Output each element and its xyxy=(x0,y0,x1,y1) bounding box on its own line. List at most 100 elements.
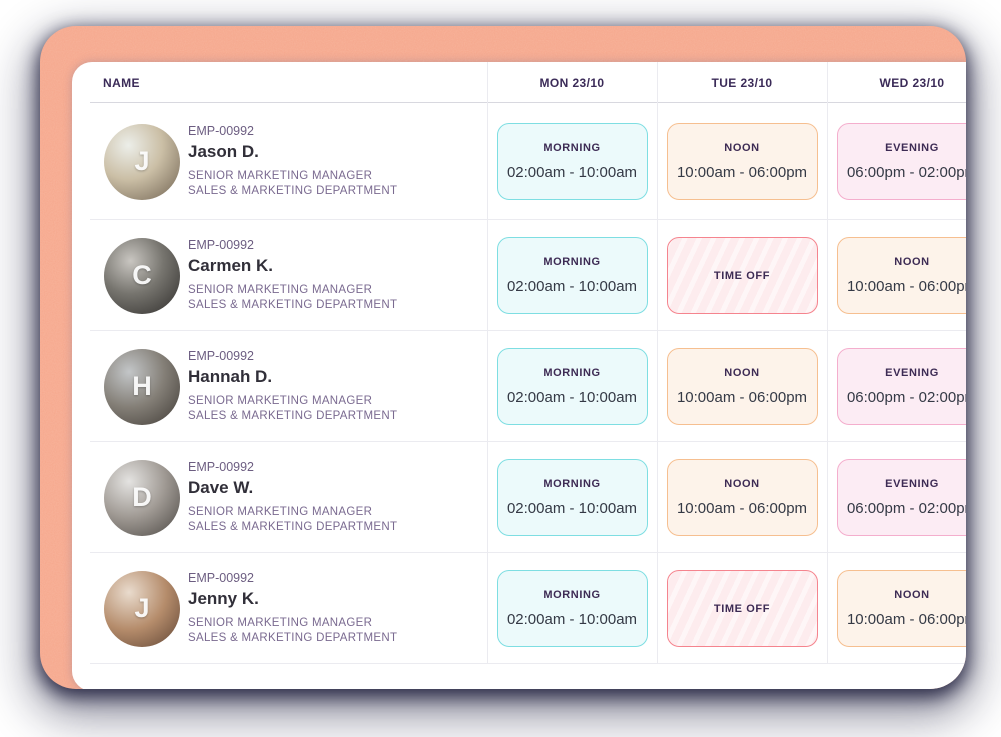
employee-name: Carmen K. xyxy=(188,255,274,275)
shift-time: 06:00pm - 02:00pm xyxy=(846,389,966,406)
employee-role: SENIOR MARKETING MANAGER xyxy=(188,505,373,518)
shift-card-noon[interactable]: NOON 10:00am - 06:00pm xyxy=(836,570,966,647)
shift-card-noon[interactable]: NOON 10:00am - 06:00pm xyxy=(666,459,818,536)
shift-label: NOON xyxy=(894,589,930,601)
shift-card-evening[interactable]: EVENING 06:00pm - 02:00pm xyxy=(836,348,966,425)
table-row: J EMP-00992 Jason D. SENIOR MARKETING MA… xyxy=(72,103,966,220)
avatar-initial: H xyxy=(132,371,152,401)
avatar-initial: J xyxy=(134,146,150,176)
employee-id: EMP-00992 xyxy=(188,237,255,252)
avatar: C xyxy=(104,237,180,314)
shift-card-morning[interactable]: MORNING 02:00am - 10:00am xyxy=(496,570,648,647)
shift-card-morning[interactable]: MORNING 02:00am - 10:00am xyxy=(496,348,648,425)
row-divider xyxy=(90,330,966,331)
header-divider xyxy=(90,102,966,103)
row-divider xyxy=(90,663,966,664)
shift-time: 02:00am - 10:00am xyxy=(506,164,638,181)
employee-department: SALES & MARKETING DEPARTMENT xyxy=(188,299,398,311)
shift-label: EVENING xyxy=(885,142,939,154)
column-header-wed: WED 23/10 xyxy=(879,75,945,90)
shift-time: 06:00pm - 02:00pm xyxy=(846,164,966,181)
peach-panel: NAME MON 23/10 TUE 23/10 WED 23/10 J EMP… xyxy=(40,26,966,689)
table-row: D EMP-00992 Dave W. SENIOR MARKETING MAN… xyxy=(72,442,966,553)
employee-id: EMP-00992 xyxy=(188,348,255,363)
shift-label: TIME OFF xyxy=(713,269,771,282)
shift-card-evening[interactable]: EVENING 06:00pm - 02:00pm xyxy=(836,459,966,536)
employee-department: SALES & MARKETING DEPARTMENT xyxy=(188,521,398,533)
employee-role: SENIOR MARKETING MANAGER xyxy=(188,283,373,296)
avatar: J xyxy=(104,123,180,200)
employee-department: SALES & MARKETING DEPARTMENT xyxy=(188,185,398,197)
column-divider xyxy=(827,62,828,664)
schedule-card: NAME MON 23/10 TUE 23/10 WED 23/10 J EMP… xyxy=(72,62,966,689)
column-divider xyxy=(657,62,658,664)
employee-cell: C EMP-00992 Carmen K. SENIOR MARKETING M… xyxy=(72,237,487,314)
employee-role: SENIOR MARKETING MANAGER xyxy=(188,616,373,629)
column-divider xyxy=(487,62,488,664)
shift-time: 10:00am - 06:00pm xyxy=(676,389,808,406)
employee-name: Jenny K. xyxy=(188,588,259,608)
shift-card-morning[interactable]: MORNING 02:00am - 10:00am xyxy=(496,123,648,200)
shift-label: NOON xyxy=(724,367,760,379)
employee-name: Hannah D. xyxy=(188,366,273,386)
avatar-initial: C xyxy=(132,260,152,290)
shift-time: 10:00am - 06:00pm xyxy=(846,278,966,295)
shift-card-evening[interactable]: EVENING 06:00pm - 02:00pm xyxy=(836,123,966,200)
employee-name: Dave W. xyxy=(188,477,254,497)
shift-label: MORNING xyxy=(543,589,601,601)
shift-card-timeoff[interactable]: TIME OFF xyxy=(666,570,818,647)
table-row: C EMP-00992 Carmen K. SENIOR MARKETING M… xyxy=(72,220,966,331)
shift-label: EVENING xyxy=(885,478,939,490)
shift-label: MORNING xyxy=(543,142,601,154)
shift-time: 06:00pm - 02:00pm xyxy=(846,500,966,517)
shift-card-timeoff[interactable]: TIME OFF xyxy=(666,237,818,314)
shift-card-morning[interactable]: MORNING 02:00am - 10:00am xyxy=(496,459,648,536)
employee-role: SENIOR MARKETING MANAGER xyxy=(188,169,373,182)
avatar: D xyxy=(104,459,180,536)
table-header: NAME MON 23/10 TUE 23/10 WED 23/10 xyxy=(72,62,966,103)
employee-department: SALES & MARKETING DEPARTMENT xyxy=(188,632,398,644)
avatar-initial: D xyxy=(132,482,152,512)
shift-card-noon[interactable]: NOON 10:00am - 06:00pm xyxy=(666,348,818,425)
shift-time: 10:00am - 06:00pm xyxy=(676,500,808,517)
column-header-mon: MON 23/10 xyxy=(539,75,605,90)
employee-cell: J EMP-00992 Jenny K. SENIOR MARKETING MA… xyxy=(72,570,487,647)
employee-id: EMP-00992 xyxy=(188,123,255,138)
employee-name: Jason D. xyxy=(188,141,259,161)
shift-time: 02:00am - 10:00am xyxy=(506,278,638,295)
shift-time: 10:00am - 06:00pm xyxy=(676,164,808,181)
shift-label: NOON xyxy=(724,142,760,154)
shift-time: 02:00am - 10:00am xyxy=(506,389,638,406)
shift-time: 02:00am - 10:00am xyxy=(506,611,638,628)
row-divider xyxy=(90,441,966,442)
shift-label: MORNING xyxy=(543,478,601,490)
avatar-initial: J xyxy=(134,593,150,623)
employee-cell: D EMP-00992 Dave W. SENIOR MARKETING MAN… xyxy=(72,459,487,536)
column-header-name: NAME xyxy=(103,75,140,90)
shift-label: MORNING xyxy=(543,256,601,268)
shift-label: TIME OFF xyxy=(713,602,771,615)
column-header-tue: TUE 23/10 xyxy=(711,75,773,90)
schedule-table: NAME MON 23/10 TUE 23/10 WED 23/10 J EMP… xyxy=(72,62,966,664)
employee-role: SENIOR MARKETING MANAGER xyxy=(188,394,373,407)
employee-department: SALES & MARKETING DEPARTMENT xyxy=(188,410,398,422)
row-divider xyxy=(90,552,966,553)
employee-cell: H EMP-00992 Hannah D. SENIOR MARKETING M… xyxy=(72,348,487,425)
avatar: H xyxy=(104,348,180,425)
employee-id: EMP-00992 xyxy=(188,570,255,585)
shift-card-noon[interactable]: NOON 10:00am - 06:00pm xyxy=(836,237,966,314)
row-divider xyxy=(90,219,966,220)
shift-label: NOON xyxy=(894,256,930,268)
table-row: H EMP-00992 Hannah D. SENIOR MARKETING M… xyxy=(72,331,966,442)
shift-label: MORNING xyxy=(543,367,601,379)
shift-time: 02:00am - 10:00am xyxy=(506,500,638,517)
shift-time: 10:00am - 06:00pm xyxy=(846,611,966,628)
shift-card-noon[interactable]: NOON 10:00am - 06:00pm xyxy=(666,123,818,200)
employee-cell: J EMP-00992 Jason D. SENIOR MARKETING MA… xyxy=(72,123,487,200)
shift-card-morning[interactable]: MORNING 02:00am - 10:00am xyxy=(496,237,648,314)
table-row: J EMP-00992 Jenny K. SENIOR MARKETING MA… xyxy=(72,553,966,664)
avatar: J xyxy=(104,570,180,647)
employee-id: EMP-00992 xyxy=(188,459,255,474)
shift-label: NOON xyxy=(724,478,760,490)
shift-label: EVENING xyxy=(885,367,939,379)
